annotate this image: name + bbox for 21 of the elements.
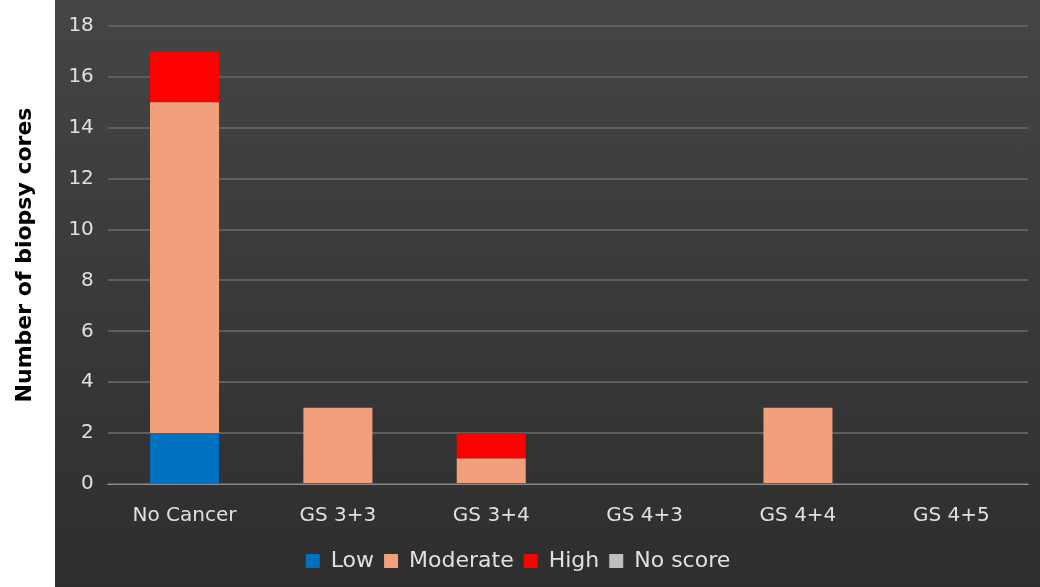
y-tick-label: 10 [68, 215, 94, 240]
legend-label: No score [634, 546, 731, 572]
y-tick-label: 8 [81, 266, 94, 291]
y-tick-label: 16 [68, 63, 94, 88]
y-tick-label: 2 [81, 419, 94, 444]
x-tick-label: GS 3+4 [452, 502, 530, 527]
y-tick-label: 4 [81, 368, 94, 393]
y-tick-label: 6 [81, 317, 94, 342]
x-tick-label: GS 4+3 [606, 502, 683, 527]
y-tick-label: 18 [68, 12, 94, 37]
x-tick-label: GS 4+5 [912, 502, 990, 527]
legend-label: High [548, 546, 600, 572]
legend-label: Low [330, 546, 375, 572]
x-tick-label: GS 4+4 [759, 502, 837, 527]
y-tick-label: 14 [68, 113, 94, 138]
x-tick-label: GS 3+3 [299, 502, 377, 527]
legend-label: Moderate [409, 546, 514, 572]
y-tick-label: 12 [68, 164, 94, 189]
y-axis-title: Number of biopsy cores [10, 107, 36, 403]
y-tick-label: 0 [81, 470, 94, 495]
x-tick-label: No Cancer [132, 502, 238, 527]
